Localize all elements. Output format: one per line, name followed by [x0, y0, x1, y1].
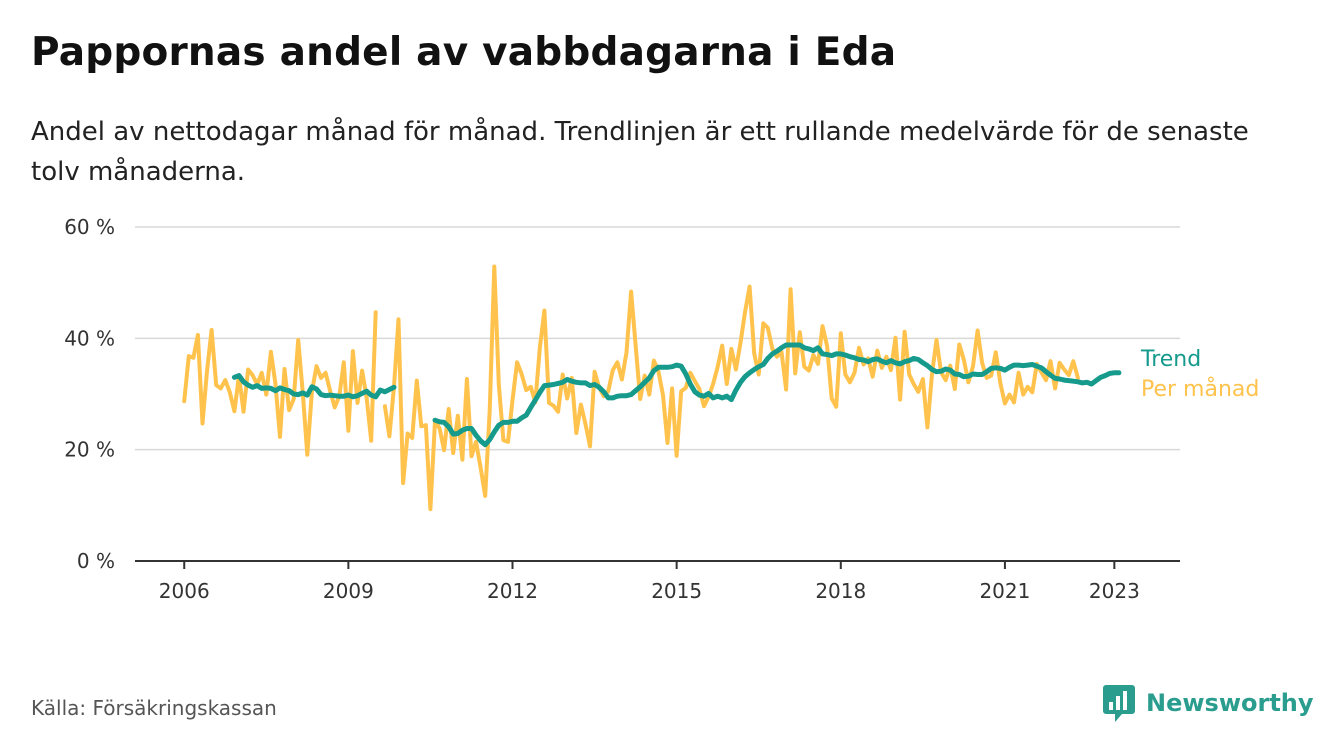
x-tick-label: 2015: [651, 579, 702, 603]
axes: 0 % 20 % 40 % 60 % 2006 2009 2012 2015 2018 2021 2…: [64, 215, 1180, 603]
legend-trend-label: Trend: [1140, 347, 1201, 372]
series-trend: [231, 342, 1122, 448]
y-tick-label: 60 %: [64, 215, 115, 239]
x-tick-label: 2012: [487, 579, 538, 603]
x-tick-label: 2023: [1089, 579, 1140, 603]
series-line-segment: [382, 264, 1080, 512]
x-tick-label: 2021: [979, 579, 1030, 603]
y-tick-label: 0 %: [77, 549, 115, 573]
source-note: Källa: Försäkringskassan: [31, 696, 277, 720]
chart-title: Pappornas andel av vabbdagarna i Eda: [31, 30, 897, 75]
line-chart: 0 % 20 % 40 % 60 % 2006 2009 2012 2015 2018 2021 2…: [64, 215, 1259, 603]
legend-per-manad-label: Per månad: [1141, 376, 1259, 402]
x-tick-label: 2018: [815, 579, 866, 603]
y-tick-label: 40 %: [64, 326, 115, 350]
y-tick-label: 20 %: [64, 438, 115, 462]
series-line-segment: [231, 373, 397, 400]
legend: Trend Per månad: [1140, 347, 1259, 402]
series-per-manad: [182, 264, 1080, 512]
series-line-segment: [432, 342, 1122, 448]
series-line-segment: [182, 310, 378, 457]
gridlines: [135, 226, 1180, 451]
newsworthy-logo-icon: [1103, 685, 1135, 722]
x-tick-label: 2006: [159, 579, 210, 603]
series-lines: [182, 264, 1122, 512]
brand-logo[interactable]: Newsworthy: [1102, 683, 1314, 723]
x-tick-label: 2009: [323, 579, 374, 603]
brand-name: Newsworthy: [1146, 689, 1314, 717]
chart-subtitle: Andel av nettodagar månad för månad. Tre…: [31, 117, 1249, 187]
